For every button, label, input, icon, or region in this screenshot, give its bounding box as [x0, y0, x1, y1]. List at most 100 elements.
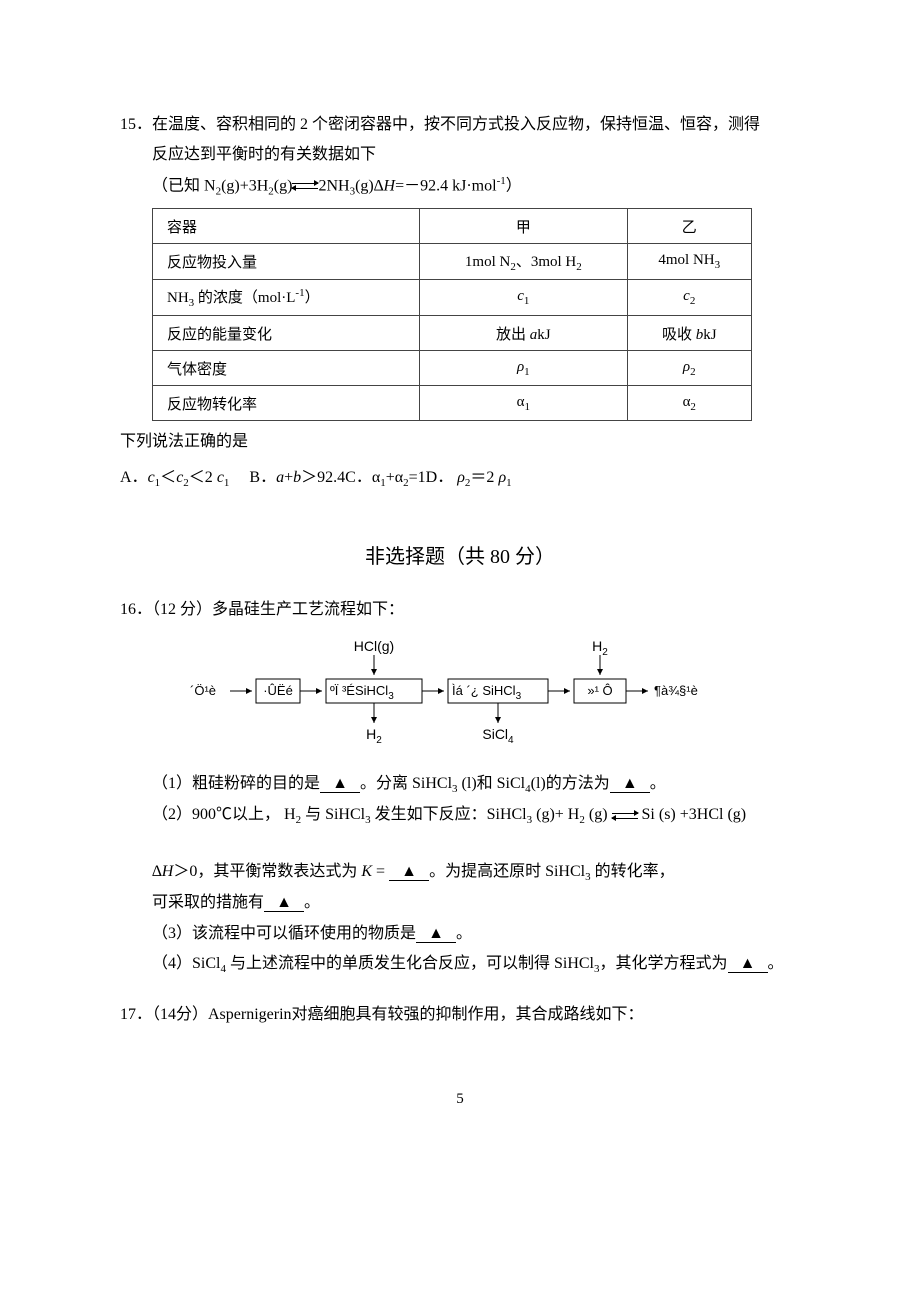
txt: 。为提高还原时 SiHCl: [429, 863, 585, 880]
opt-b-label: B．: [233, 469, 276, 486]
blank: ▲: [389, 864, 429, 881]
cell: 放出 akJ: [420, 316, 627, 351]
opt-a-label: A．: [120, 469, 148, 486]
txt: ＞0，其平衡常数表达式为: [173, 863, 361, 880]
table-row: NH3 的浓度（mol·L-1） c1 c2: [153, 280, 752, 316]
opt-c-label: C．: [345, 469, 372, 486]
sup: -1: [497, 175, 506, 187]
sub: 1: [224, 477, 230, 489]
sub: 3: [715, 259, 721, 271]
cell: 乙: [627, 209, 752, 244]
txt: a: [276, 469, 284, 486]
opt-d-label: D．: [426, 469, 454, 486]
flow-node-1: ´Ö¹è: [190, 683, 216, 698]
cell: α1: [420, 386, 627, 421]
txt: ）: [506, 177, 522, 194]
sub: 1: [506, 477, 512, 489]
txt: 1mol N: [465, 254, 510, 270]
cell: ρ1: [420, 351, 627, 386]
sup: -1: [295, 287, 304, 299]
txt: ∆: [152, 863, 162, 880]
txt: ，其化学方程式为: [600, 955, 728, 972]
var: K: [361, 863, 372, 880]
question-16: 16．（12 分）多晶硅生产工艺流程如下： ´Ö¹è ·ÛËé ºÏ ³ÉS: [120, 595, 800, 980]
q15-line1: 在温度、容积相同的 2 个密闭容器中，按不同方式投入反应物，保持恒温、恒容，测得: [152, 116, 760, 133]
txt: kJ: [703, 327, 716, 343]
q15-table: 容器 甲 乙 反应物投入量 1mol N2、3mol H2 4mol NH3 N…: [152, 208, 752, 421]
q15-given: （已知 N2(g)+3H2(g)2NH3(g)∆H=－92.4 kJ·mol-1…: [120, 171, 800, 202]
q15-number: 15．: [120, 116, 152, 133]
txt: =: [372, 863, 389, 880]
txt: c: [517, 288, 524, 304]
txt: ρ: [498, 469, 506, 486]
q16-part4: （4）SiCl4 与上述流程中的单质发生化合反应，可以制得 SiHCl3，其化学…: [120, 949, 800, 980]
txt: NH: [167, 290, 189, 306]
blank: ▲: [416, 926, 456, 943]
cell: 容器: [153, 209, 420, 244]
q16-part2-line1: （2）900℃以上， H2 与 SiHCl3 发生如下反应：SiHCl3 (g)…: [120, 800, 800, 831]
cell: 气体密度: [153, 351, 420, 386]
txt: c: [683, 288, 690, 304]
q17-head: 17．（14分）Aspernigerin对癌细胞具有较强的抑制作用，其合成路线如…: [120, 1000, 800, 1030]
txt: 的转化率，: [591, 863, 675, 880]
txt: 吸收: [662, 327, 696, 343]
txt: (g): [274, 177, 293, 194]
txt: kJ: [537, 327, 550, 343]
equilibrium-arrow-icon: [612, 810, 638, 822]
q16-part3: （3）该流程中可以循环使用的物质是▲。: [120, 919, 800, 949]
txt: 可采取的措施有: [152, 894, 264, 911]
txt: （2）900℃以上， H: [152, 806, 296, 823]
flow-top-hcl: HCl(g): [354, 638, 394, 654]
sub: 1: [524, 366, 530, 378]
q15-post: 下列说法正确的是: [120, 427, 800, 457]
blank: ▲: [264, 895, 304, 912]
flow-node-2: ·ÛËé: [263, 683, 293, 698]
table-row: 反应物投入量 1mol N2、3mol H2 4mol NH3: [153, 244, 752, 280]
blank: ▲: [610, 776, 650, 793]
q15-options: A．c1＜c2＜2 c1 B．a+b＞92.4C．α1+α2=1D． ρ2＝2 …: [120, 462, 800, 494]
cell: 4mol NH3: [627, 244, 752, 280]
txt: 。分离 SiHCl: [360, 775, 452, 792]
flow-bot-sicl4: SiCl4: [482, 726, 514, 746]
txt: ＜2: [189, 469, 217, 486]
txt: （1）粗硅粉碎的目的是: [152, 775, 320, 792]
txt: (g)∆: [355, 177, 383, 194]
flow-bot-h2: H2: [366, 726, 382, 746]
cell: c1: [420, 280, 627, 316]
section-title: 非选择题（共 80 分）: [120, 540, 800, 569]
cell: 反应物转化率: [153, 386, 420, 421]
txt: （3）该流程中可以循环使用的物质是: [152, 925, 416, 942]
cell: 1mol N2、3mol H2: [420, 244, 627, 280]
txt: α: [517, 394, 525, 410]
question-17: 17．（14分）Aspernigerin对癌细胞具有较强的抑制作用，其合成路线如…: [120, 1000, 800, 1030]
blank: ▲: [728, 956, 768, 973]
txt: （已知 N: [152, 177, 216, 194]
txt: 的浓度（mol·L: [194, 290, 295, 306]
txt: （4）SiCl: [152, 955, 220, 972]
txt: (l)的方法为: [531, 775, 610, 792]
txt: b: [293, 469, 301, 486]
txt: 放出: [496, 327, 530, 343]
spacer: [120, 831, 800, 857]
txt: 发生如下反应：SiHCl: [371, 806, 527, 823]
flowchart-svg: ´Ö¹è ·ÛËé ºÏ ³ÉSiHCl3 Ìá ´¿ SiHCl3 »¹ Ô­: [180, 631, 740, 751]
sub: 2: [576, 261, 582, 273]
cell: 反应的能量变化: [153, 316, 420, 351]
txt: 。: [456, 925, 472, 942]
txt: ＝2: [470, 469, 498, 486]
txt: (g)+ H: [532, 806, 579, 823]
txt: 、3mol H: [516, 254, 576, 270]
delta-h: H: [384, 177, 396, 194]
sub: 2: [690, 366, 696, 378]
txt: =1: [409, 469, 426, 486]
table-row: 容器 甲 乙: [153, 209, 752, 244]
cell: α2: [627, 386, 752, 421]
sub: 2: [690, 401, 696, 413]
txt: c: [148, 469, 155, 486]
txt: 与上述流程中的单质发生化合反应，可以制得 SiHCl: [226, 955, 594, 972]
equilibrium-arrow-icon: [292, 180, 318, 192]
txt: 。: [768, 955, 784, 972]
cell: 吸收 bkJ: [627, 316, 752, 351]
txt: 4mol NH: [658, 252, 714, 268]
q15-line2: 反应达到平衡时的有关数据如下: [120, 140, 800, 170]
